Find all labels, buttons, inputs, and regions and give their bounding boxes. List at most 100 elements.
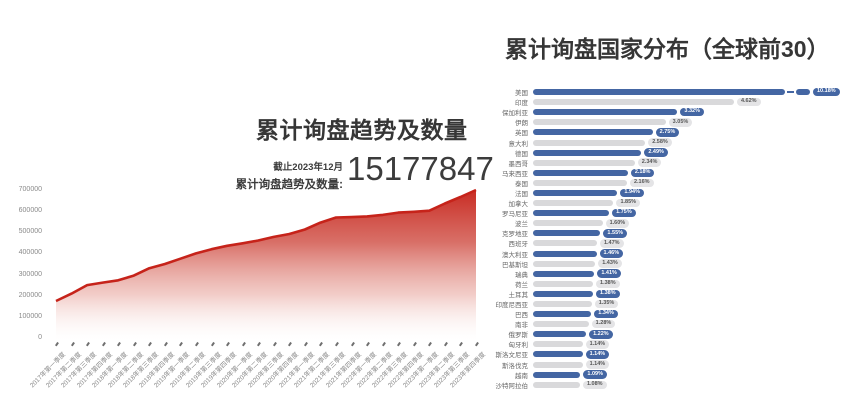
bar-row: 墨西哥 2.34% bbox=[462, 158, 852, 168]
country-label: 泰国 bbox=[515, 180, 528, 188]
bar-row: 美国 10.18% bbox=[462, 87, 852, 97]
country-bar bbox=[533, 270, 595, 277]
country-bar bbox=[533, 301, 592, 308]
trend-stat-block: 截止2023年12月 累计询盘趋势及数量: bbox=[200, 159, 343, 192]
country-label: 沙特阿拉伯 bbox=[495, 382, 529, 390]
country-label: 俄罗斯 bbox=[508, 332, 529, 340]
x-axis-tick bbox=[194, 341, 199, 347]
bar-row: 土耳其 1.38% bbox=[462, 289, 852, 299]
x-axis-tick bbox=[132, 341, 137, 347]
value-pill: 2.49% bbox=[644, 148, 668, 157]
y-axis-label: 700000 bbox=[18, 186, 42, 193]
y-axis-label: 500000 bbox=[18, 228, 42, 236]
country-label: 土耳其 bbox=[508, 291, 529, 299]
value-pill: 10.18% bbox=[813, 87, 840, 97]
country-bar bbox=[533, 169, 628, 176]
country-bar bbox=[533, 220, 603, 227]
bar-row: 澳大利亚 1.46% bbox=[462, 249, 852, 259]
y-axis-label: 600000 bbox=[18, 207, 42, 215]
value-pill: 2.18% bbox=[630, 168, 655, 178]
bar-row: 越南 1.09% bbox=[462, 370, 852, 380]
bar-row: 印度 4.62% bbox=[462, 97, 852, 107]
value-pill: 2.58% bbox=[648, 138, 672, 147]
value-pill: 3.05% bbox=[668, 118, 693, 127]
bar-row: 巴西 1.34% bbox=[462, 309, 852, 319]
as-of-date-label: 截止2023年12月 bbox=[273, 162, 343, 173]
value-pill: 4.62% bbox=[736, 97, 761, 107]
y-axis-label: 100000 bbox=[18, 312, 42, 320]
x-axis-tick bbox=[443, 341, 448, 347]
country-bar bbox=[533, 109, 678, 116]
bar-row: 德国 2.49% bbox=[462, 148, 852, 158]
value-pill: 1.14% bbox=[585, 350, 610, 359]
x-axis-tick bbox=[272, 341, 277, 347]
bar-row: 斯洛文尼亚 1.14% bbox=[462, 349, 852, 359]
country-label: 罗马尼亚 bbox=[502, 211, 528, 219]
bar-row: 匈牙利 1.14% bbox=[462, 339, 852, 349]
country-bar bbox=[533, 311, 592, 318]
country-label: 斯洛伐克 bbox=[502, 362, 528, 370]
bar-row: 波兰 1.60% bbox=[462, 218, 852, 228]
country-bar bbox=[533, 260, 596, 267]
x-axis-tick bbox=[163, 341, 168, 347]
y-axis-label: 400000 bbox=[18, 249, 42, 257]
value-pill: 1.43% bbox=[598, 259, 622, 268]
country-label: 澳大利亚 bbox=[502, 251, 528, 259]
bar-row: 意大利 2.58% bbox=[462, 137, 852, 148]
area-chart: 0 100000 200000 300000 400000 500000 600000 700… bbox=[0, 186, 495, 408]
x-axis-tick bbox=[210, 341, 215, 347]
country-bar bbox=[533, 250, 597, 257]
country-label: 西班牙 bbox=[508, 241, 529, 249]
x-axis-tick bbox=[428, 341, 432, 347]
country-bar bbox=[533, 351, 583, 358]
value-pill: 1.14% bbox=[585, 340, 610, 349]
country-bar bbox=[533, 240, 597, 247]
country-label: 克罗地亚 bbox=[502, 231, 528, 239]
country-chart-title: 累计询盘国家分布（全球前30） bbox=[505, 36, 830, 62]
bar-row: 斯洛伐克 1.14% bbox=[462, 360, 852, 370]
value-pill: 1.28% bbox=[591, 319, 616, 329]
value-pill: 1.41% bbox=[597, 269, 621, 278]
country-label: 波兰 bbox=[515, 221, 528, 229]
bar-row: 马来西亚 2.18% bbox=[462, 168, 852, 178]
country-bar bbox=[533, 179, 627, 186]
x-axis-tick bbox=[148, 341, 152, 347]
country-bar bbox=[533, 381, 580, 388]
country-bar bbox=[533, 331, 587, 338]
country-bar bbox=[533, 189, 618, 196]
country-bar bbox=[533, 230, 601, 237]
x-axis: 2017年第一季度 2017年第二季度 2017年第三季度 2017年第四季度 2018… bbox=[29, 340, 487, 408]
country-label: 巴西 bbox=[515, 312, 528, 320]
value-pill: 1.14% bbox=[585, 360, 610, 369]
country-bar bbox=[533, 159, 635, 166]
value-pill: 1.94% bbox=[620, 188, 644, 198]
country-bar bbox=[533, 361, 583, 368]
area-fill bbox=[56, 190, 476, 340]
bar-row: 荷兰 1.38% bbox=[462, 279, 852, 289]
bar-row: 保加利亚 3.32% bbox=[462, 107, 852, 117]
bar-row: 法国 1.94% bbox=[462, 188, 852, 198]
country-bar bbox=[533, 210, 610, 217]
x-axis-tick bbox=[226, 341, 230, 347]
area-chart-plot bbox=[55, 188, 477, 340]
cumulative-count-label: 累计询盘趋势及数量: bbox=[235, 179, 343, 191]
country-label: 越南 bbox=[515, 372, 528, 380]
x-axis-tick bbox=[366, 341, 370, 347]
country-bar bbox=[533, 139, 646, 146]
country-bar bbox=[533, 280, 594, 287]
country-label: 匈牙利 bbox=[508, 342, 529, 350]
x-axis-tick bbox=[334, 341, 339, 347]
country-bar bbox=[533, 371, 581, 378]
bar-row: 罗马尼亚 1.75% bbox=[462, 208, 852, 218]
country-label: 印度尼西亚 bbox=[495, 302, 529, 310]
value-pill: 1.38% bbox=[596, 279, 620, 289]
x-axis-tick bbox=[179, 341, 183, 347]
x-axis-tick bbox=[117, 341, 121, 347]
x-axis-tick bbox=[101, 341, 106, 347]
bar-row: 南非 1.28% bbox=[462, 319, 852, 329]
country-label: 印度 bbox=[515, 100, 528, 108]
bar-row: 沙特阿拉伯 1.08% bbox=[462, 380, 852, 390]
country-label: 南非 bbox=[515, 322, 528, 330]
value-pill: 1.55% bbox=[603, 229, 628, 238]
value-pill: 1.22% bbox=[589, 330, 613, 339]
